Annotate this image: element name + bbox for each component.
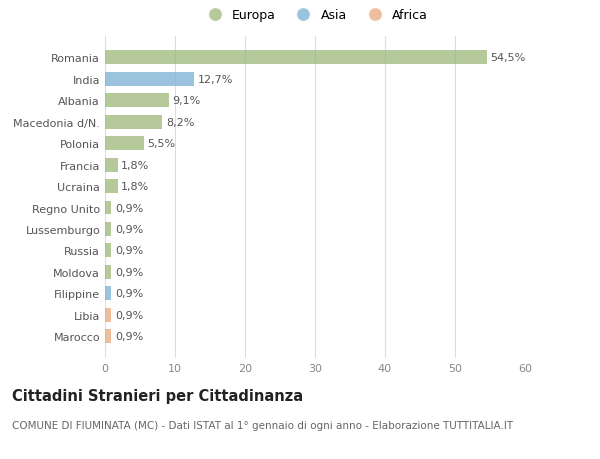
Bar [105, 94, 169, 108]
Text: COMUNE DI FIUMINATA (MC) - Dati ISTAT al 1° gennaio di ogni anno - Elaborazione : COMUNE DI FIUMINATA (MC) - Dati ISTAT al… [12, 420, 513, 430]
Bar [105, 244, 112, 258]
Text: 0,9%: 0,9% [115, 331, 143, 341]
Text: 0,9%: 0,9% [115, 310, 143, 320]
Text: 8,2%: 8,2% [166, 118, 194, 128]
Bar [105, 265, 112, 279]
Bar [105, 51, 487, 65]
Text: 1,8%: 1,8% [121, 182, 149, 192]
Bar [105, 158, 118, 172]
Bar [105, 287, 112, 301]
Text: 54,5%: 54,5% [490, 53, 525, 63]
Bar [105, 308, 112, 322]
Text: 0,9%: 0,9% [115, 289, 143, 299]
Text: 1,8%: 1,8% [121, 160, 149, 170]
Bar [105, 73, 194, 87]
Bar [105, 116, 163, 129]
Text: 0,9%: 0,9% [115, 224, 143, 235]
Bar [105, 137, 143, 151]
Text: 0,9%: 0,9% [115, 267, 143, 277]
Bar [105, 223, 112, 236]
Text: 0,9%: 0,9% [115, 203, 143, 213]
Text: 12,7%: 12,7% [197, 75, 233, 84]
Bar [105, 330, 112, 343]
Legend: Europa, Asia, Africa: Europa, Asia, Africa [197, 5, 433, 28]
Bar [105, 180, 118, 194]
Bar [105, 201, 112, 215]
Text: 0,9%: 0,9% [115, 246, 143, 256]
Text: 9,1%: 9,1% [172, 96, 200, 106]
Text: 5,5%: 5,5% [147, 139, 175, 149]
Text: Cittadini Stranieri per Cittadinanza: Cittadini Stranieri per Cittadinanza [12, 388, 303, 403]
